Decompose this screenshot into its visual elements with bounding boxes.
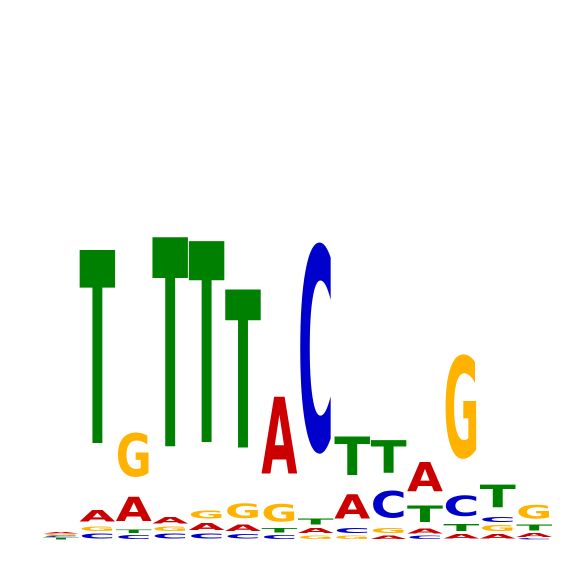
logo-letter-g: G bbox=[189, 508, 225, 521]
logo-letter-g: G bbox=[298, 535, 334, 540]
logo-letter-c: C bbox=[443, 491, 479, 523]
logo-letter-g: G bbox=[334, 535, 370, 540]
logo-letter-c: C bbox=[116, 534, 152, 540]
logo-letter-a: A bbox=[116, 491, 153, 530]
logo-letter-a: A bbox=[407, 527, 443, 535]
logo-letter-a: A bbox=[443, 533, 479, 540]
logo-letter-t: T bbox=[152, 181, 188, 515]
logo-letter-t: T bbox=[516, 523, 552, 532]
logo-letter-c: C bbox=[516, 538, 552, 540]
logo-letter-g: G bbox=[261, 499, 297, 527]
logo-letter-a: A bbox=[261, 378, 297, 500]
logo-letter-g: G bbox=[371, 527, 407, 535]
logo-letter-c: C bbox=[480, 515, 516, 524]
logo-letter-t: T bbox=[116, 529, 153, 534]
logo-letter-g: G bbox=[152, 526, 188, 533]
logo-letter-g: G bbox=[516, 501, 552, 522]
logo-letter-c: C bbox=[407, 535, 443, 540]
logo-letter-t: T bbox=[225, 248, 261, 499]
logo-letter-a: A bbox=[480, 533, 516, 540]
logo-letter-t: T bbox=[43, 537, 80, 540]
logo-letter-g: G bbox=[443, 330, 479, 490]
logo-letter-c: C bbox=[79, 533, 115, 541]
logo-letter-c: C bbox=[189, 533, 225, 541]
logo-letter-t: T bbox=[443, 522, 479, 533]
logo-letter-g: G bbox=[43, 534, 79, 536]
logo-letter-c: C bbox=[371, 484, 407, 526]
logo-letter-t: T bbox=[407, 501, 444, 527]
logo-letter-t: T bbox=[79, 197, 115, 505]
logo-letter-t: T bbox=[334, 427, 370, 488]
logo-letter-c: C bbox=[225, 533, 261, 540]
logo-letter-c: C bbox=[298, 192, 334, 517]
logo-letter-t: T bbox=[298, 517, 334, 526]
logo-letter-a: A bbox=[152, 515, 188, 525]
logo-letter-a: A bbox=[298, 526, 334, 535]
logo-letter-c: C bbox=[334, 526, 370, 535]
logo-letter-a: A bbox=[371, 535, 408, 540]
logo-letter-a: A bbox=[407, 455, 443, 501]
logo-letter-a: A bbox=[189, 521, 225, 532]
logo-letter-a: A bbox=[516, 532, 553, 538]
logo-letter-t: T bbox=[371, 433, 407, 484]
logo-letter-t: T bbox=[480, 480, 517, 516]
logo-letter-g: G bbox=[79, 526, 115, 533]
logo-letter-g: G bbox=[480, 524, 516, 533]
logo-letter-c: C bbox=[43, 536, 79, 538]
logo-letter-t: T bbox=[189, 186, 225, 507]
logo-letter-g: G bbox=[225, 500, 261, 523]
logo-letter-a: A bbox=[79, 507, 115, 526]
logo-letter-a: A bbox=[334, 488, 371, 527]
logo-letter-c: C bbox=[261, 534, 297, 540]
logo-letter-a: A bbox=[225, 523, 261, 533]
logo-letter-a: A bbox=[43, 532, 80, 534]
logo-letter-c: C bbox=[152, 533, 188, 541]
logo-letter-g: G bbox=[116, 423, 152, 491]
logo-letter-t: T bbox=[261, 527, 298, 534]
